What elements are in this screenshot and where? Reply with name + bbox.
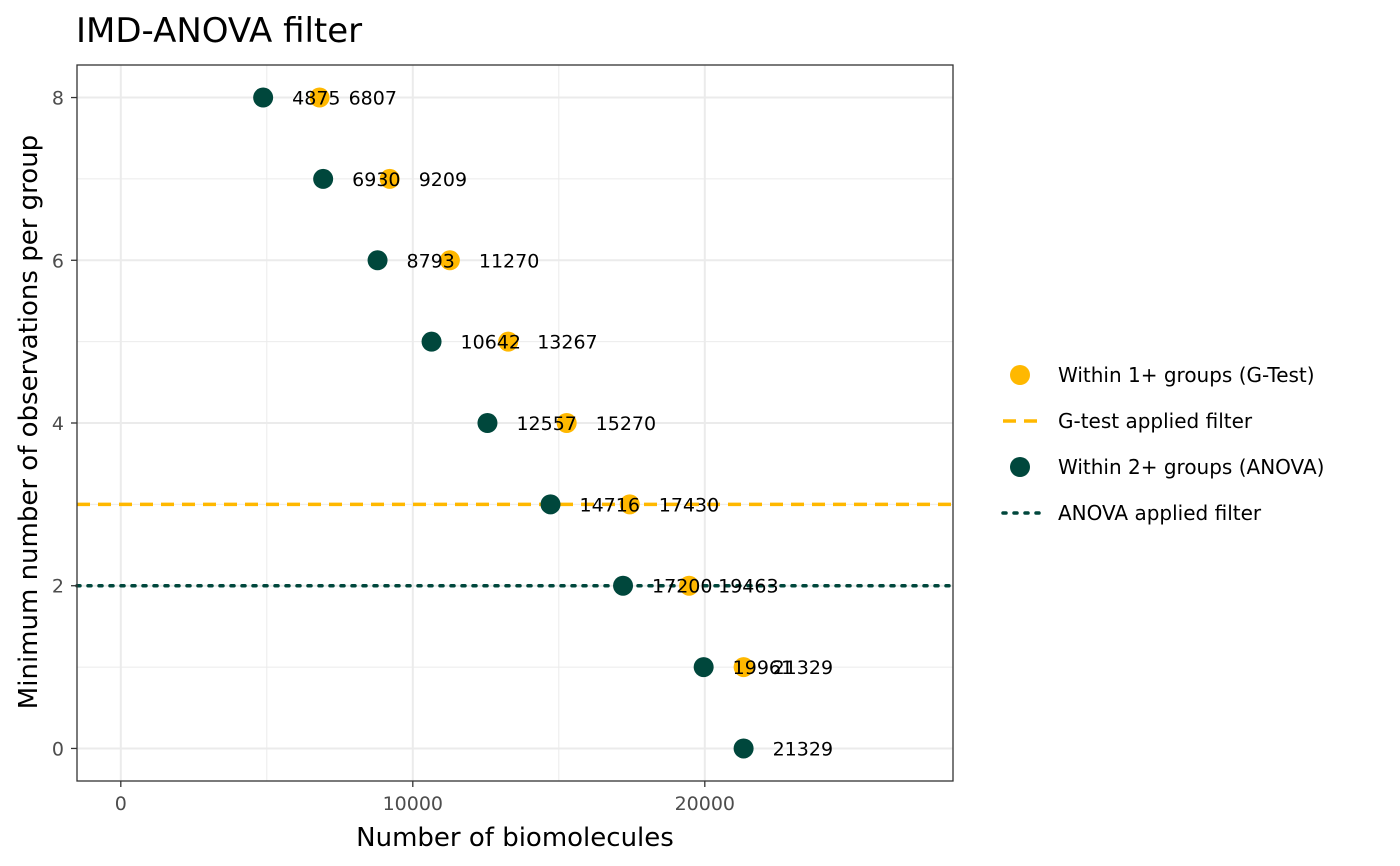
anova-count-label: 6930 <box>352 169 400 191</box>
anova-point <box>367 250 388 271</box>
g-test-count-label: 6807 <box>349 88 397 110</box>
anova-point <box>693 657 714 678</box>
g-test-point <box>619 494 640 515</box>
anova-count-label: 12557 <box>516 413 576 435</box>
anova-point <box>733 738 754 759</box>
chart-title: IMD-ANOVA filter <box>76 11 362 51</box>
anova-count-label: 14716 <box>580 494 640 516</box>
g-test-count-label: 9209 <box>419 169 467 191</box>
g-test-count-label: 19463 <box>718 576 778 598</box>
anova-count-label: 4875 <box>292 88 340 110</box>
y-tick-label: 8 <box>52 88 64 110</box>
anova-point <box>313 168 334 189</box>
g-test-point <box>439 250 460 271</box>
g-test-count-label: 21329 <box>773 657 833 679</box>
g-test-point <box>498 331 519 352</box>
x-axis-title: Number of biomolecules <box>356 823 674 853</box>
anova-count-label: 21329 <box>773 738 833 760</box>
g-test-point <box>309 87 330 108</box>
anova-legend-marker <box>1010 457 1030 477</box>
anova-point <box>421 331 442 352</box>
plot-panel: 6807920911270132671527017430194632132948… <box>52 64 955 815</box>
anova-count-label: 19961 <box>733 657 793 679</box>
g-test-count-label: 13267 <box>537 332 597 354</box>
y-tick-label: 0 <box>52 738 64 760</box>
y-tick-label: 6 <box>52 250 64 272</box>
y-tick-label: 4 <box>52 413 64 435</box>
anova-count-label: 10642 <box>461 332 521 354</box>
legend-label: Within 1+ groups (G-Test) <box>1058 363 1315 387</box>
legend: Within 1+ groups (G-Test) G-test applied … <box>1001 363 1324 525</box>
x-tick-label: 0 <box>115 793 127 815</box>
anova-count-label: 17200 <box>652 576 712 598</box>
g-test-point <box>733 657 754 678</box>
x-tick-label: 20000 <box>675 793 735 815</box>
g-test-count-label: 11270 <box>479 250 539 272</box>
anova-point <box>253 87 274 108</box>
anova-point <box>540 494 561 515</box>
legend-label: G-test applied filter <box>1058 409 1253 433</box>
legend-label: Within 2+ groups (ANOVA) <box>1058 455 1324 479</box>
g-test-point <box>556 413 577 433</box>
g-test-legend-marker <box>1010 365 1030 385</box>
legend-label: ANOVA applied filter <box>1058 501 1262 525</box>
anova-point <box>477 413 498 433</box>
g-test-count-label: 15270 <box>596 413 656 435</box>
g-test-point <box>379 168 400 189</box>
y-tick-label: 2 <box>52 576 64 598</box>
anova-count-label: 8793 <box>407 250 455 272</box>
g-test-count-label: 17430 <box>659 494 719 516</box>
y-axis-title: Minimum number of observations per group <box>14 135 44 709</box>
g-test-point <box>679 575 700 596</box>
x-tick-label: 10000 <box>383 793 443 815</box>
anova-point <box>613 575 634 596</box>
